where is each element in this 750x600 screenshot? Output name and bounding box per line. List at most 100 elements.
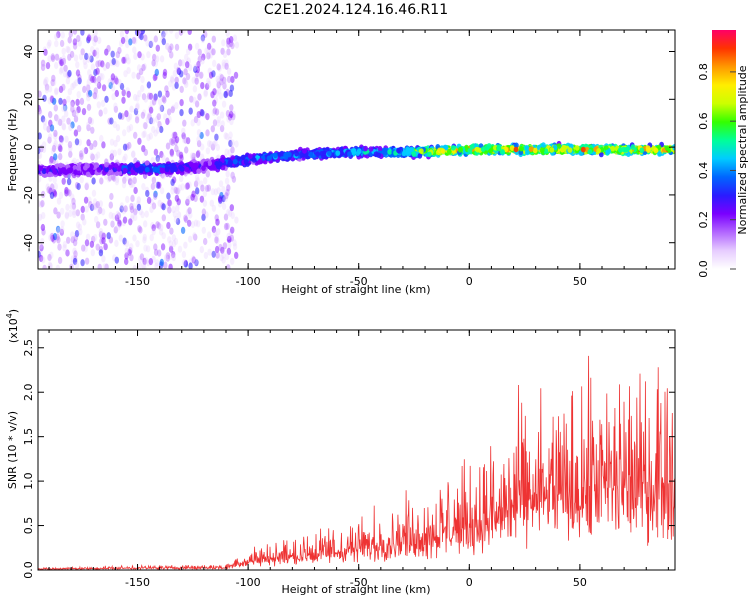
spectrogram-cell (150, 182, 156, 190)
spectrogram-cell (69, 50, 75, 59)
spectrogram-cell (130, 194, 135, 202)
spectrogram-cell (214, 236, 219, 244)
spectrogram-cell (166, 192, 171, 200)
spectrogram-cell (84, 181, 90, 189)
spectrogram-cell (147, 113, 152, 121)
spectrogram-cell (163, 113, 168, 121)
spectrogram-cell (232, 239, 237, 247)
spectrogram-cell (100, 60, 105, 68)
spectrogram-cell (524, 145, 530, 151)
spectrogram-cell (54, 53, 60, 61)
spectrogram-cell (200, 57, 205, 65)
spectrogram-cell (51, 78, 57, 86)
spectrogram-cell (93, 35, 98, 43)
spectrogram-cell (76, 125, 82, 133)
spectrogram-cell (127, 248, 132, 256)
spectrogram-cell (62, 240, 68, 249)
spectrogram-cell (96, 167, 102, 173)
spectrogram-cell (50, 54, 56, 63)
spectrogram-cell (184, 166, 190, 173)
spectrogram-cell (66, 178, 72, 186)
spectrogram-cell (189, 152, 195, 160)
spectrogram-cell (142, 121, 147, 130)
spectrogram-cell (101, 141, 106, 149)
spectrogram-cell (106, 232, 111, 240)
spectrogram-cell (169, 148, 174, 156)
spectrogram-cell (500, 149, 505, 155)
spectrogram-cell (79, 152, 84, 160)
spectrogram-cell (68, 150, 73, 158)
spectrogram-cell (63, 105, 68, 113)
spectrogram-cell (240, 154, 246, 161)
spectrogram-cell (65, 45, 70, 53)
colorbar-tick-label: 0.2 (697, 211, 710, 229)
spectrogram-cell (219, 78, 224, 86)
spectrogram-cell (133, 93, 138, 102)
spectrogram-cell (90, 249, 96, 257)
spectrogram-cell (110, 220, 115, 228)
spectrogram-cell (52, 169, 58, 175)
spectrogram-cell (114, 256, 120, 264)
spectrogram-cell (129, 180, 134, 188)
spectrogram-cell (142, 130, 147, 138)
spectrogram-cell (54, 88, 59, 96)
spectrogram-cell (196, 140, 202, 148)
spectrogram-cell (46, 186, 51, 194)
spectrogram-cell (196, 135, 201, 144)
spectrogram-cell (206, 80, 212, 88)
spectrogram-cell (212, 119, 218, 127)
spectrogram-cell (212, 99, 217, 107)
spectrogram-cell (52, 142, 57, 150)
spectrogram-cell (168, 240, 173, 248)
spectrogram-cell (153, 129, 158, 137)
spectrogram-cell (163, 30, 168, 36)
spectrogram-cell (95, 51, 100, 59)
spectrogram-cell (148, 117, 154, 125)
spectrogram-cell (82, 218, 87, 226)
spectrogram-cell (217, 161, 223, 167)
spectrogram-cell (106, 175, 112, 183)
spectrogram-cell (171, 104, 176, 112)
spectrogram-cell (174, 136, 180, 144)
spectrogram-cell (223, 223, 229, 231)
spectrogram-cell (57, 256, 63, 264)
spectrogram-cell (95, 47, 100, 55)
spectrogram-cell (77, 77, 82, 85)
spectrogram-cell (161, 203, 166, 211)
spectrogram-cell (45, 62, 51, 70)
spectrogram-cell (58, 67, 64, 75)
spectrogram-cell (144, 160, 150, 166)
spectrogram-cell (135, 102, 140, 110)
spectrogram-cell (223, 90, 228, 99)
spectrogram-cell (154, 68, 159, 76)
spectrogram-cell (113, 226, 119, 234)
spectrogram-cell (153, 192, 158, 200)
spectrogram-cell (84, 52, 89, 61)
spectrogram-cell (226, 184, 231, 192)
spectrogram-cell (184, 146, 189, 154)
spectrogram-cell (110, 50, 115, 58)
spectrogram-cell (220, 246, 225, 254)
spectrogram-cell (213, 188, 218, 196)
spectrogram-cell (75, 69, 81, 77)
spectrogram-cell (228, 131, 233, 139)
spectrogram-cell (228, 228, 234, 236)
spectrogram-cell (164, 42, 170, 51)
spectrogram-cell (227, 241, 232, 249)
spectrogram-cell (159, 150, 164, 159)
spectrogram-cell (192, 96, 197, 104)
spectrogram-cell (69, 100, 75, 108)
spectrogram-cell (170, 138, 175, 146)
spectrogram-cell (169, 30, 174, 34)
spectrogram-cell (215, 237, 220, 245)
spectrogram-cell (368, 146, 374, 152)
spectrogram-cell (155, 221, 160, 229)
spectrogram-cell (68, 30, 74, 38)
spectrogram-cell (164, 166, 170, 173)
spectrogram-cell (151, 176, 157, 184)
spectrogram-cell (122, 167, 128, 174)
spectrogram-cell (200, 143, 205, 151)
snr-series-line (38, 355, 675, 570)
spectrogram-cell (227, 113, 233, 121)
spectrogram-cell (95, 243, 101, 251)
